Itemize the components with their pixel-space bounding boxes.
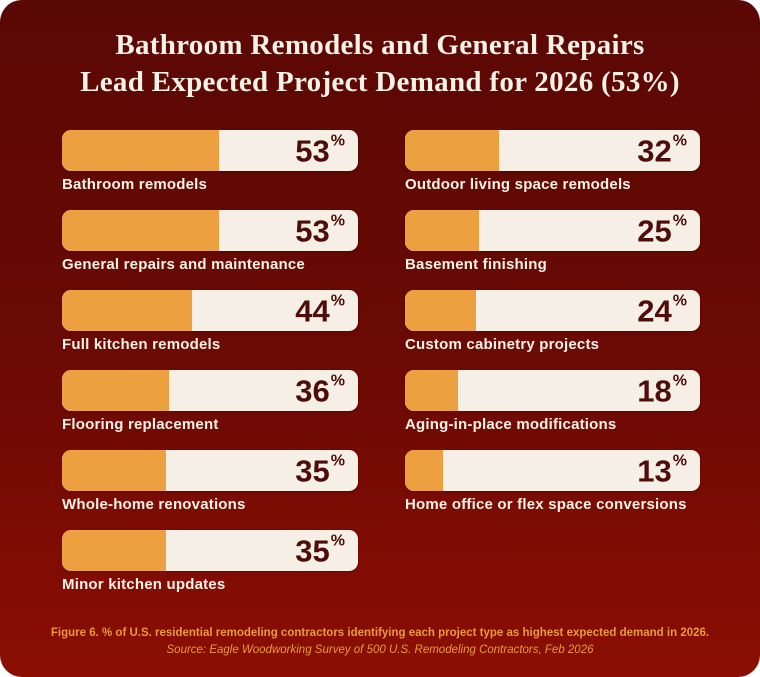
percent-sign-icon: % bbox=[672, 452, 687, 469]
bar-value-number: 44 bbox=[295, 293, 330, 328]
bar-track: 24% bbox=[405, 290, 700, 331]
bar-value: 13% bbox=[637, 452, 687, 488]
bar-value: 35% bbox=[295, 532, 345, 568]
bar-label: Full kitchen remodels bbox=[62, 336, 221, 353]
bar-value: 18% bbox=[637, 372, 687, 408]
source-note: Source: Eagle Woodworking Survey of 500 … bbox=[166, 644, 594, 656]
bar-value: 25% bbox=[637, 212, 687, 248]
bar-label: Bathroom remodels bbox=[62, 176, 208, 193]
bar-value: 36% bbox=[295, 372, 345, 408]
bar-value-number: 13 bbox=[637, 453, 672, 488]
bar-track: 35% bbox=[62, 530, 358, 571]
bar-value-number: 35 bbox=[295, 533, 330, 568]
bar-label: Aging-in-place modifications bbox=[405, 416, 617, 433]
bar-fill bbox=[62, 210, 219, 251]
bar-track: 53% bbox=[62, 210, 358, 251]
percent-sign-icon: % bbox=[672, 132, 687, 149]
percent-sign-icon: % bbox=[672, 212, 687, 229]
bar-value-number: 18 bbox=[637, 373, 672, 408]
bar-label: Flooring replacement bbox=[62, 416, 219, 433]
bar-label: Outdoor living space remodels bbox=[405, 176, 631, 193]
bar-value-number: 53 bbox=[295, 133, 330, 168]
percent-sign-icon: % bbox=[330, 532, 345, 549]
bar-fill bbox=[62, 290, 193, 331]
bar-track: 32% bbox=[405, 130, 700, 171]
bar-value-number: 53 bbox=[295, 213, 330, 248]
bar-value-number: 35 bbox=[295, 453, 330, 488]
bar-fill bbox=[62, 450, 166, 491]
bar-track: 25% bbox=[405, 210, 700, 251]
bar-item: 24% Custom cabinetry projects bbox=[405, 290, 700, 353]
bar-track: 53% bbox=[62, 130, 358, 171]
bar-fill bbox=[62, 370, 169, 411]
percent-sign-icon: % bbox=[672, 372, 687, 389]
percent-sign-icon: % bbox=[330, 132, 345, 149]
chart-title: Bathroom Remodels and General Repairs Le… bbox=[0, 0, 760, 101]
bar-fill bbox=[405, 130, 500, 171]
bar-item: 18% Aging-in-place modifications bbox=[405, 370, 700, 433]
bar-track: 13% bbox=[405, 450, 700, 491]
bar-fill bbox=[62, 530, 166, 571]
bar-label: General repairs and maintenance bbox=[62, 256, 305, 273]
percent-sign-icon: % bbox=[330, 452, 345, 469]
bar-value-number: 25 bbox=[637, 213, 672, 248]
bar-fill bbox=[405, 370, 459, 411]
bar-fill bbox=[62, 130, 219, 171]
bar-fill bbox=[405, 210, 479, 251]
bar-value: 35% bbox=[295, 452, 345, 488]
bar-item: 13% Home office or flex space conversion… bbox=[405, 450, 700, 513]
bar-item: 35% Minor kitchen updates bbox=[62, 530, 358, 593]
bar-label: Home office or flex space conversions bbox=[405, 496, 687, 513]
chart-title-line-1: Bathroom Remodels and General Repairs bbox=[115, 29, 645, 61]
bar-track: 18% bbox=[405, 370, 700, 411]
bar-item: 32% Outdoor living space remodels bbox=[405, 130, 700, 193]
bar-label: Whole-home renovations bbox=[62, 496, 246, 513]
bar-label: Basement finishing bbox=[405, 256, 547, 273]
bar-value-number: 36 bbox=[295, 373, 330, 408]
bar-track: 35% bbox=[62, 450, 358, 491]
bar-label: Minor kitchen updates bbox=[62, 576, 226, 593]
column-left: 53% Bathroom remodels 53% General repair… bbox=[62, 130, 358, 610]
bar-track: 36% bbox=[62, 370, 358, 411]
percent-sign-icon: % bbox=[330, 372, 345, 389]
bar-item: 53% General repairs and maintenance bbox=[62, 210, 358, 273]
bar-item: 25% Basement finishing bbox=[405, 210, 700, 273]
percent-sign-icon: % bbox=[672, 292, 687, 309]
bars-grid: 53% Bathroom remodels 53% General repair… bbox=[0, 130, 760, 610]
bar-value: 53% bbox=[295, 212, 345, 248]
figure-caption: Figure 6. % of U.S. residential remodeli… bbox=[50, 627, 710, 639]
bar-fill bbox=[405, 290, 476, 331]
bar-value-number: 32 bbox=[637, 133, 672, 168]
percent-sign-icon: % bbox=[330, 212, 345, 229]
bar-value: 53% bbox=[295, 132, 345, 168]
chart-title-line-2: Lead Expected Project Demand for 2026 (5… bbox=[80, 66, 680, 98]
bar-item: 53% Bathroom remodels bbox=[62, 130, 358, 193]
bar-item: 44% Full kitchen remodels bbox=[62, 290, 358, 353]
bar-value: 24% bbox=[637, 292, 687, 328]
bar-item: 36% Flooring replacement bbox=[62, 370, 358, 433]
bar-label: Custom cabinetry projects bbox=[405, 336, 600, 353]
bar-fill bbox=[405, 450, 444, 491]
percent-sign-icon: % bbox=[330, 292, 345, 309]
bar-value: 32% bbox=[637, 132, 687, 168]
chart-footer: Figure 6. % of U.S. residential remodeli… bbox=[0, 625, 760, 659]
bar-value-number: 24 bbox=[637, 293, 672, 328]
bar-track: 44% bbox=[62, 290, 358, 331]
column-right: 32% Outdoor living space remodels 25% Ba… bbox=[405, 130, 700, 610]
bar-item: 35% Whole-home renovations bbox=[62, 450, 358, 513]
bar-value: 44% bbox=[295, 292, 345, 328]
